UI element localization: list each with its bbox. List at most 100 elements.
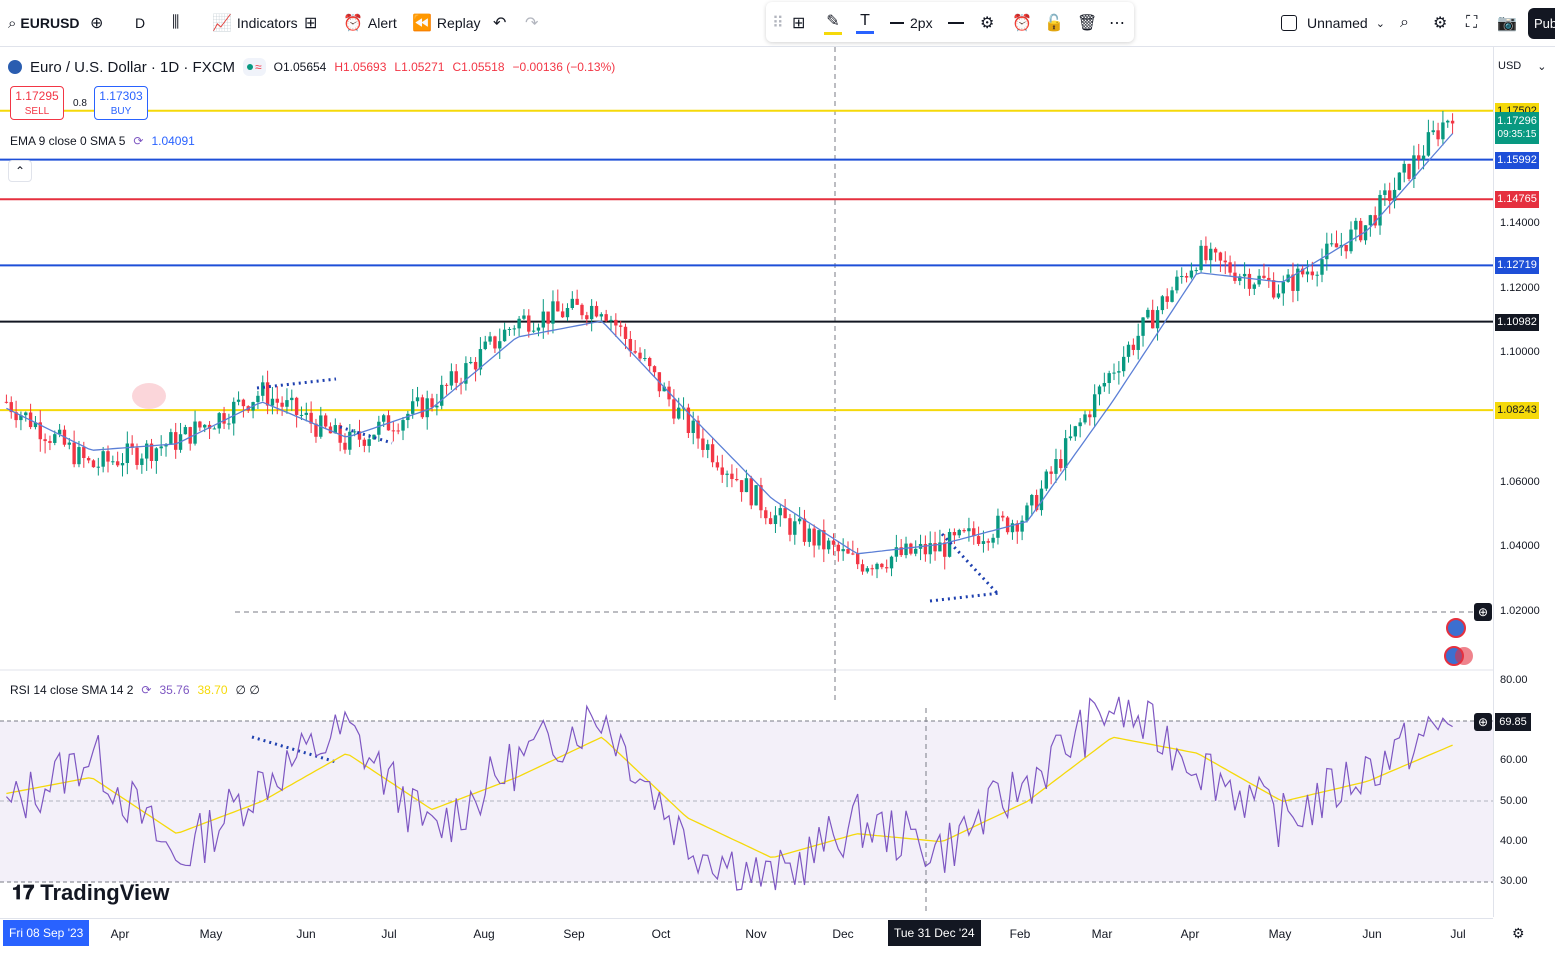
add-level-button[interactable]: ⊕: [1474, 713, 1492, 731]
loading-icon: ⟳: [141, 683, 152, 697]
candle-body: [299, 414, 304, 416]
ema-legend[interactable]: EMA 9 close 0 SMA 5 ⟳ 1.04091: [10, 134, 195, 148]
sell-button[interactable]: 1.17295 SELL: [10, 86, 64, 120]
candle-body: [48, 441, 52, 443]
candle-body: [826, 540, 831, 550]
candle-body: [1267, 277, 1271, 281]
delete-button[interactable]: 🗑: [1077, 0, 1097, 46]
buy-button[interactable]: 1.17303 BUY: [94, 86, 148, 120]
settings-button[interactable]: ⚙: [980, 0, 994, 46]
candle-body: [1397, 172, 1402, 190]
rsi-legend-label: RSI 14 close SMA 14 2: [10, 683, 134, 697]
layout-menu[interactable]: Unnamed ⌄: [1281, 0, 1385, 46]
candle-body: [1271, 280, 1276, 298]
rsi-tick-label: 30.00: [1500, 875, 1528, 887]
candle-body: [391, 430, 396, 432]
lock-button[interactable]: 🔓: [1044, 0, 1064, 46]
chart-title[interactable]: Euro / U.S. Dollar · 1D · FXCM: [30, 58, 236, 76]
more-button[interactable]: ⋯: [1109, 0, 1125, 46]
candle-body: [1063, 438, 1068, 468]
candle-body: [285, 400, 289, 407]
line-color-button[interactable]: ✎: [824, 0, 842, 46]
interval-button[interactable]: D: [135, 0, 145, 46]
candle-body: [227, 423, 231, 425]
templates-button[interactable]: ⊞: [304, 0, 317, 46]
candle-body: [706, 444, 710, 450]
alarm-icon: ⏰: [343, 15, 363, 32]
candle-body: [1368, 215, 1373, 226]
candle-body: [802, 518, 807, 542]
objects-icon: ⊞: [792, 15, 806, 32]
price-scale[interactable]: [1493, 47, 1555, 917]
snapshot-button[interactable]: 📷: [1497, 0, 1517, 46]
drag-handle[interactable]: ⠿: [772, 0, 784, 46]
candle-body: [580, 304, 584, 316]
candle-body: [1184, 276, 1189, 278]
stroke-width-button[interactable]: 2px: [890, 0, 933, 46]
rsi-legend[interactable]: RSI 14 close SMA 14 2 ⟳ 35.76 38.70 ∅ ∅: [10, 683, 260, 697]
collapse-legend-button[interactable]: ⌃: [8, 160, 32, 182]
candle-body: [522, 315, 526, 319]
candle-body: [33, 422, 38, 428]
dotted-trendline: [256, 377, 337, 390]
quick-search-icon: ⌕: [1400, 14, 1409, 31]
chart-type-button[interactable]: ⫼: [172, 0, 179, 46]
candle-body: [638, 352, 642, 359]
candle-body: [140, 458, 144, 465]
add-alert-button[interactable]: ⏰: [1012, 0, 1032, 46]
redo-icon: ↷: [525, 15, 539, 32]
alert-button[interactable]: ⏰ Alert: [343, 0, 397, 46]
currency-selector[interactable]: USD ⌄: [1498, 60, 1546, 73]
candle-body: [1155, 310, 1160, 329]
flag-icons: [1444, 618, 1473, 666]
time-axis[interactable]: [0, 918, 1493, 954]
quick-search-button[interactable]: ⌕: [1400, 0, 1409, 46]
publish-button[interactable]: Pub: [1528, 0, 1555, 46]
candle-body: [836, 544, 841, 552]
dotted-trendline-rsi: [251, 735, 337, 764]
candle-body: [556, 301, 560, 312]
candle-body: [1446, 120, 1450, 123]
text-color-button[interactable]: T: [856, 0, 874, 46]
candle-body: [947, 532, 952, 557]
candle-body: [1296, 268, 1300, 291]
candle-body: [1010, 523, 1015, 533]
start-date-label: Fri 08 Sep '23: [3, 920, 90, 946]
candle-body: [111, 461, 115, 463]
candle-body: [648, 358, 652, 367]
candle-body: [256, 395, 260, 403]
candle-body: [797, 518, 802, 522]
object-tree-button[interactable]: ⊞: [792, 0, 805, 46]
candle-body: [106, 451, 110, 462]
indicators-button[interactable]: 📈 Indicators: [212, 0, 298, 46]
candle-body: [338, 425, 342, 443]
add-level-button[interactable]: ⊕: [1474, 603, 1492, 621]
candle-body: [425, 398, 429, 418]
symbol-label: EURUSD: [20, 15, 80, 31]
symbol-search[interactable]: ⌕ EURUSD: [8, 0, 80, 46]
candle-body: [1073, 426, 1078, 437]
candle-body: [1242, 273, 1247, 277]
candle-body: [135, 447, 139, 465]
replay-button[interactable]: ⏪ Replay: [412, 0, 481, 46]
candle-body: [193, 421, 197, 444]
fullscreen-button[interactable]: ⛶: [1466, 0, 1477, 46]
candle-body: [778, 508, 782, 516]
candle-body: [1412, 155, 1416, 179]
undo-button[interactable]: ↶: [493, 0, 506, 46]
redo-button[interactable]: ↷: [525, 0, 538, 46]
chart-settings-button[interactable]: ⚙: [1433, 0, 1447, 46]
lock-icon: 🔓: [1044, 15, 1064, 32]
candle-body: [333, 425, 338, 434]
indicators-icon: 📈: [212, 15, 232, 32]
candle-body: [1049, 471, 1053, 474]
add-symbol-button[interactable]: ⊕: [90, 0, 103, 46]
plus-icon: ⊕: [1477, 715, 1489, 729]
candle-body: [633, 351, 637, 353]
candle-body: [551, 301, 555, 324]
candle-body: [86, 457, 91, 461]
axis-settings-button[interactable]: ⚙: [1512, 925, 1525, 942]
candle-body: [739, 480, 744, 493]
line-style-button[interactable]: [948, 0, 964, 46]
